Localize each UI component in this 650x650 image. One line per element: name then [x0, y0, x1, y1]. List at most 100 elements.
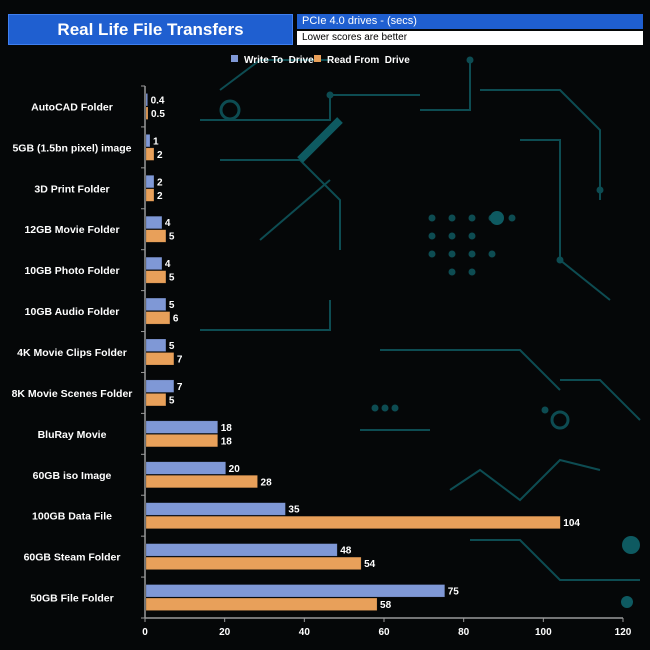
value-label-write: 4	[165, 218, 171, 229]
bar-read	[145, 556, 362, 570]
category-label: 60GB iso Image	[33, 470, 112, 482]
circuit-pad	[468, 250, 476, 258]
circuit-ring	[219, 99, 241, 121]
value-label-read: 2	[157, 150, 163, 161]
circuit-trace	[420, 60, 471, 111]
value-label-read: 5	[169, 395, 175, 406]
circuit-ring	[550, 410, 570, 430]
legend: Write To Drive Read From Drive	[231, 55, 410, 66]
value-label-write: 7	[177, 382, 183, 393]
chart-note: Lower scores are better	[297, 31, 643, 45]
bar-read	[145, 229, 167, 243]
circuit-pad	[541, 406, 549, 414]
circuit-pad	[448, 268, 456, 276]
x-tick-label: 80	[458, 627, 470, 638]
value-label-read: 5	[169, 232, 175, 243]
bar-write	[145, 215, 163, 229]
value-label-write: 35	[288, 505, 300, 516]
category-label: 8K Movie Scenes Folder	[12, 388, 133, 400]
value-label-read: 104	[563, 518, 580, 529]
bar-write	[145, 93, 148, 107]
bar-read	[145, 147, 155, 161]
bar-write	[145, 256, 163, 270]
circuit-pads	[326, 56, 604, 414]
value-label-read: 6	[173, 314, 179, 325]
chart-subtitle: PCIe 4.0 drives - (secs)	[297, 14, 643, 29]
value-label-write: 75	[448, 587, 460, 598]
bar-read	[145, 434, 218, 448]
x-tick-label: 120	[615, 627, 632, 638]
value-label-read: 7	[177, 355, 183, 366]
chart-title: Real Life File Transfers	[8, 14, 293, 45]
x-tick-label: 0	[142, 627, 148, 638]
legend-swatch-write	[231, 55, 238, 62]
value-label-read: 5	[169, 273, 175, 284]
bar-read	[145, 270, 167, 284]
legend-label-read: Read From Drive	[327, 55, 410, 66]
value-label-read: 58	[380, 600, 392, 611]
x-tick-label: 100	[535, 627, 552, 638]
bar-read	[145, 515, 561, 529]
circuit-pad	[428, 232, 436, 240]
circuit-trace	[220, 159, 341, 250]
circuit-pad	[391, 404, 399, 412]
bar-write	[145, 543, 338, 557]
circuit-trace	[259, 179, 331, 241]
circuit-pad	[381, 404, 389, 412]
category-label: 3D Print Folder	[34, 183, 109, 195]
bar-write	[145, 134, 151, 148]
value-label-write: 18	[221, 423, 233, 434]
bar-read	[145, 597, 378, 611]
x-tick-label: 60	[378, 627, 390, 638]
circuit-trace	[560, 379, 641, 421]
circuit-via	[622, 536, 640, 554]
value-label-write: 20	[229, 464, 241, 475]
value-label-write: 0.4	[151, 95, 165, 106]
bar-write	[145, 297, 167, 311]
legend-swatch-read	[314, 55, 321, 62]
bar-write	[145, 461, 226, 475]
category-label: BluRay Movie	[38, 429, 107, 441]
circuit-pad	[428, 214, 436, 222]
circuit-pad	[468, 268, 476, 276]
category-label: AutoCAD Folder	[31, 101, 113, 113]
value-label-write: 4	[165, 259, 171, 270]
circuit-trace	[200, 300, 331, 331]
bar-read	[145, 475, 258, 489]
bar-write	[145, 584, 445, 598]
category-label: 12GB Movie Folder	[24, 224, 119, 236]
circuit-pad	[428, 250, 436, 258]
category-label: 10GB Photo Folder	[24, 265, 119, 277]
circuit-trace	[480, 89, 601, 200]
circuit-pad	[488, 250, 496, 258]
bar-read	[145, 188, 155, 202]
value-label-write: 5	[169, 300, 175, 311]
value-label-write: 1	[153, 136, 159, 147]
circuit-pad	[448, 250, 456, 258]
circuit-trace-thick	[297, 117, 343, 163]
circuit-pad	[468, 214, 476, 222]
category-label: 60GB Steam Folder	[24, 552, 121, 564]
circuit-pad	[371, 404, 379, 412]
value-label-read: 0.5	[151, 109, 165, 120]
value-label-read: 2	[157, 191, 163, 202]
circuit-pad	[556, 256, 564, 264]
bar-write	[145, 175, 155, 189]
circuit-pad	[448, 214, 456, 222]
bar-read	[145, 352, 175, 366]
category-label: 10GB Audio Folder	[25, 306, 120, 318]
circuit-pad	[596, 186, 604, 194]
value-label-read: 18	[221, 436, 233, 447]
circuit-trace	[470, 539, 640, 581]
value-label-write: 5	[169, 341, 175, 352]
bar-write	[145, 502, 286, 516]
value-label-write: 2	[157, 177, 163, 188]
legend-label-write: Write To Drive	[244, 55, 314, 66]
x-tick-label: 40	[299, 627, 311, 638]
circuit-trace	[200, 94, 420, 121]
circuit-pad	[448, 232, 456, 240]
bar-write	[145, 338, 167, 352]
circuit-traces	[200, 59, 641, 581]
bar-write	[145, 420, 218, 434]
